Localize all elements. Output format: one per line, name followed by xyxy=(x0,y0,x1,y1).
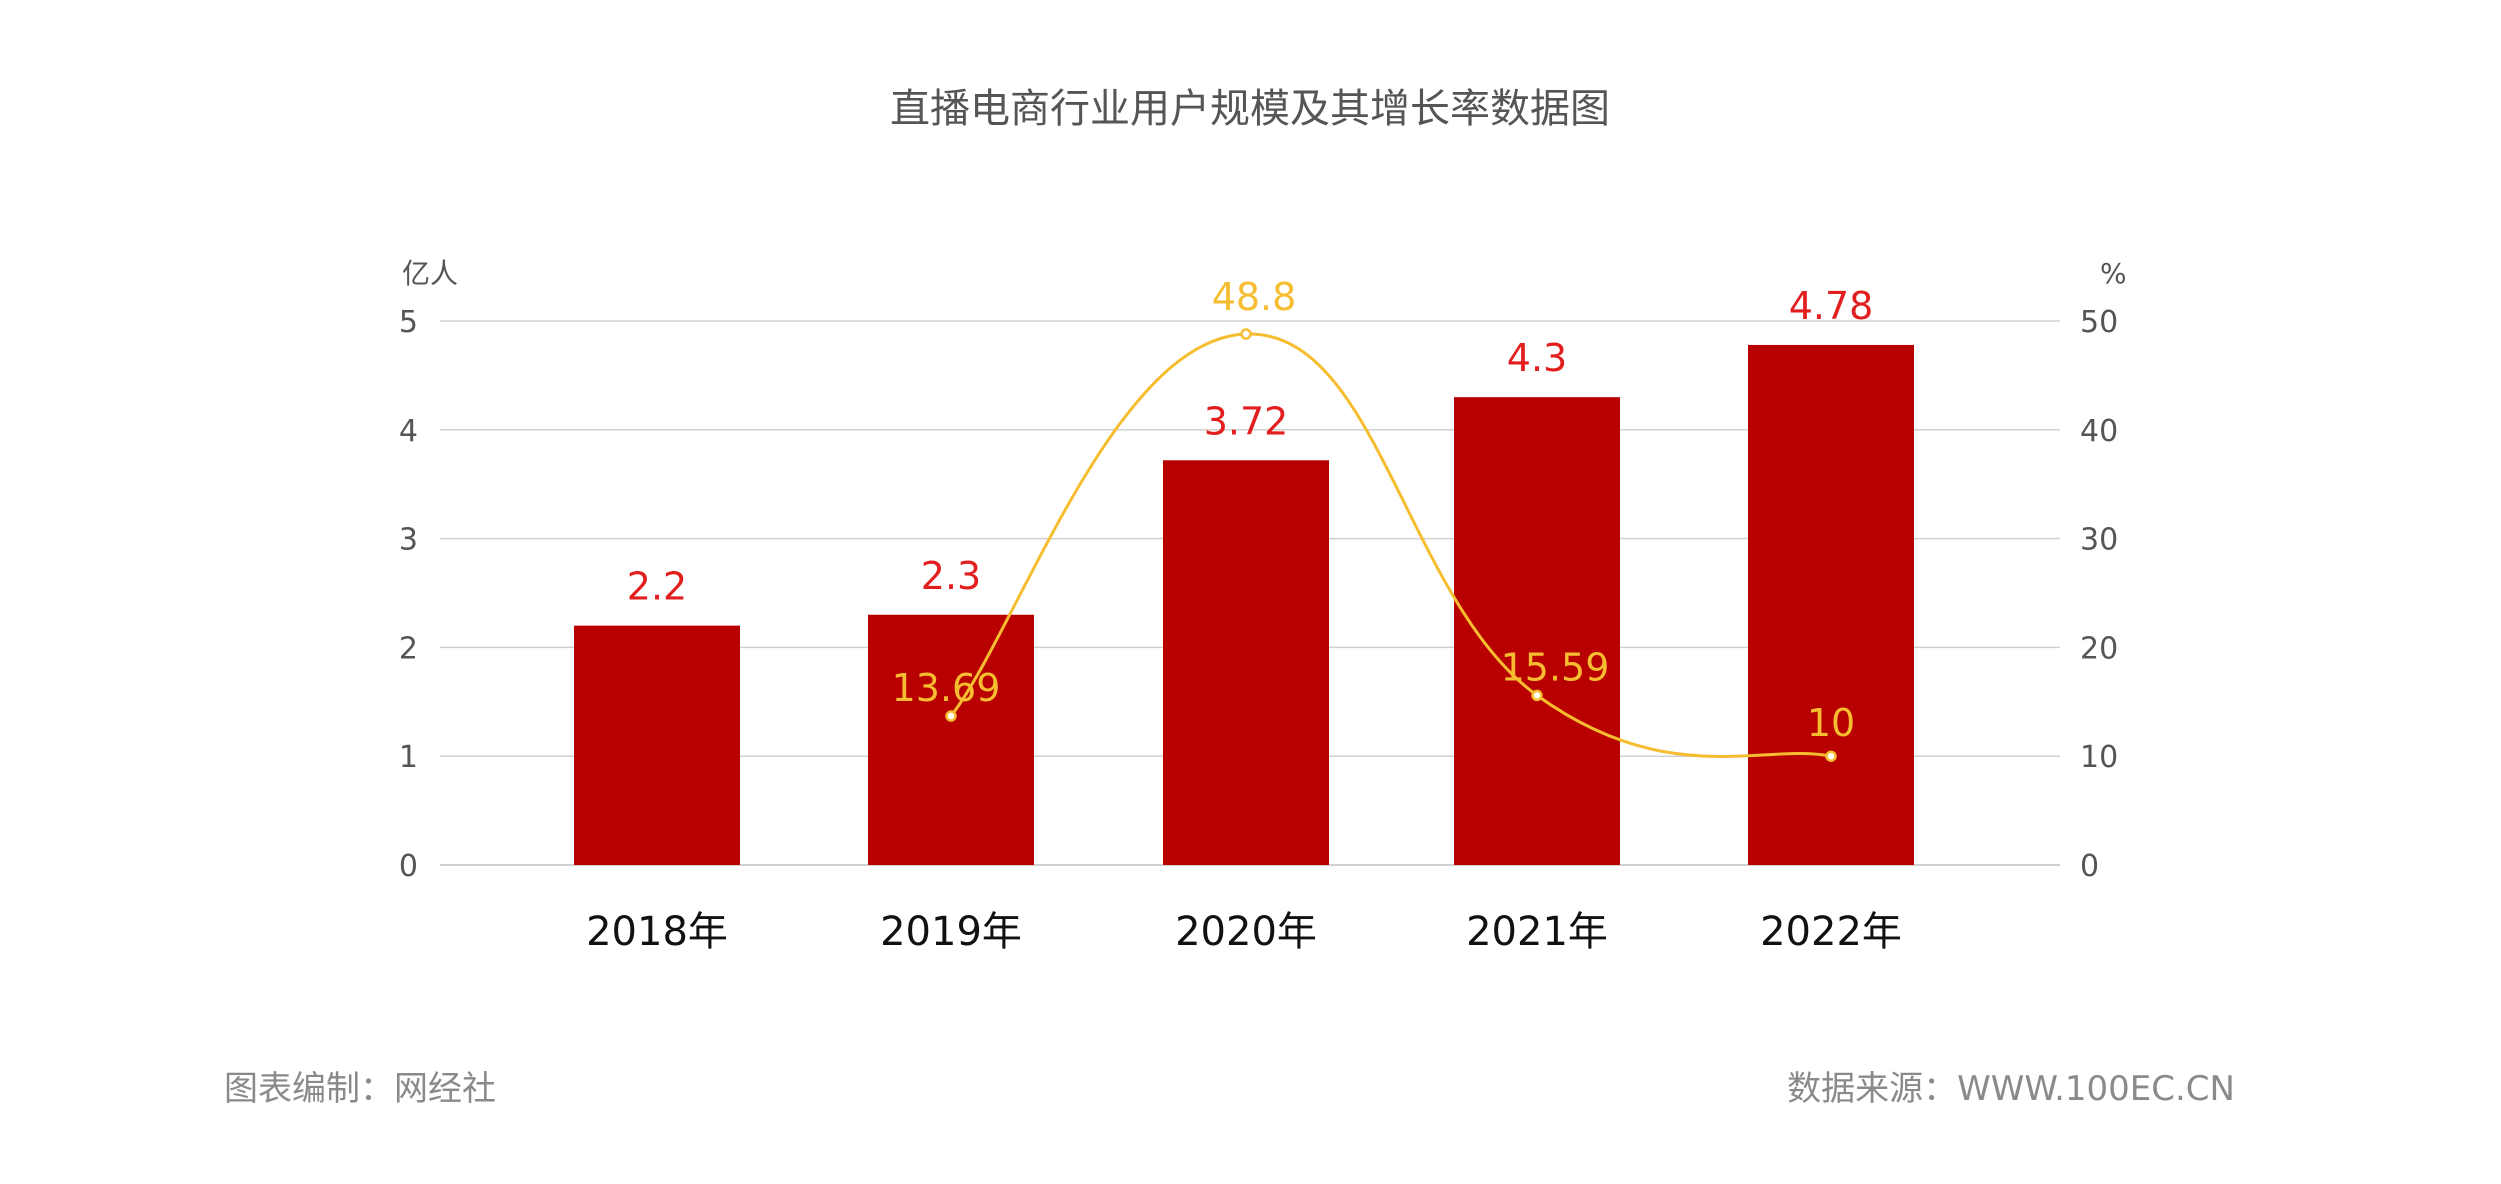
x-category-label: 2020年 xyxy=(1175,909,1317,955)
y-left-tick-label: 1 xyxy=(399,740,418,775)
footer-source: 数据来源：WWW.100EC.CN xyxy=(1787,1069,2235,1109)
growth-rate-data-label: 10 xyxy=(1807,701,1855,745)
bar-data-label: 3.72 xyxy=(1204,399,1289,443)
y-right-tick-label: 30 xyxy=(2080,523,2118,558)
y-right-unit-label: % xyxy=(2100,257,2127,290)
growth-rate-point xyxy=(1531,689,1543,702)
y-left-tick-label: 0 xyxy=(399,849,418,884)
bar xyxy=(1454,397,1620,865)
x-category-label: 2021年 xyxy=(1466,909,1608,955)
y-left-tick-label: 4 xyxy=(399,414,418,449)
bar-data-label: 4.78 xyxy=(1789,284,1874,328)
y-right-tick-label: 20 xyxy=(2080,631,2118,666)
growth-rate-line xyxy=(949,332,1832,758)
y-left-tick-label: 5 xyxy=(399,305,418,340)
y-right-tick-label: 50 xyxy=(2080,305,2118,340)
chart-title: 直播电商行业用户规模及其增长率数据图 xyxy=(890,86,1610,132)
bar-data-label: 2.3 xyxy=(921,554,981,598)
growth-rate-data-label: 13.69 xyxy=(892,666,1001,710)
footer-credit: 图表编制：网经社 xyxy=(224,1069,496,1109)
growth-rate-data-label: 48.8 xyxy=(1212,275,1297,319)
y-right-tick-label: 10 xyxy=(2080,740,2118,775)
bar xyxy=(574,625,740,865)
x-category-label: 2018年 xyxy=(586,909,728,955)
y-right-tick-label: 0 xyxy=(2080,849,2099,884)
bar xyxy=(868,614,1034,865)
bar xyxy=(1748,344,1914,865)
growth-rate-point xyxy=(1825,750,1837,762)
y-left-unit-label: 亿人 xyxy=(402,257,458,290)
bar-data-label: 4.3 xyxy=(1507,336,1567,380)
growth-rate-data-label: 15.59 xyxy=(1501,645,1610,689)
y-left-tick-label: 3 xyxy=(399,523,418,558)
y-left-tick-label: 2 xyxy=(399,631,418,666)
y-right-tick-label: 40 xyxy=(2080,414,2118,449)
x-category-label: 2019年 xyxy=(880,909,1022,955)
growth-rate-point xyxy=(945,710,957,722)
x-category-label: 2022年 xyxy=(1760,909,1902,955)
bar-data-label: 2.2 xyxy=(627,565,687,609)
growth-rate-point xyxy=(1240,328,1252,340)
bar xyxy=(1163,460,1329,865)
